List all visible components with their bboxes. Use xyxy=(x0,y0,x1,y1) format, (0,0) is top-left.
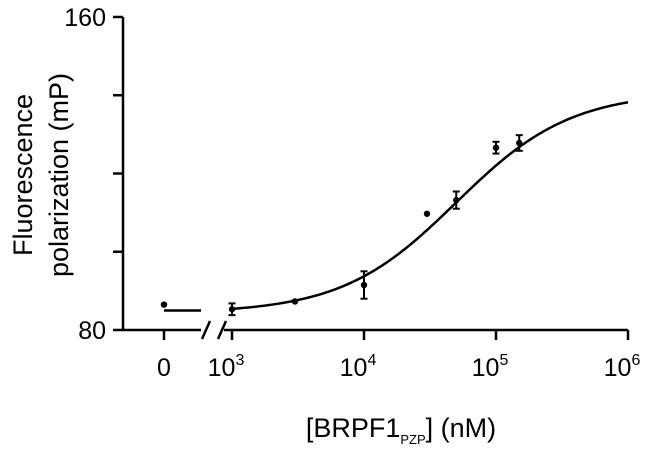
x-axis-title-prefix: [BRPF1 xyxy=(306,413,401,443)
y-axis-title-line-2: polarization (mP) xyxy=(44,73,74,277)
data-point xyxy=(360,281,368,289)
x-axis-title: [BRPF1PZP] (nM) xyxy=(306,413,496,447)
data-point xyxy=(516,139,523,147)
x-tick-label-base: 10 xyxy=(604,354,632,382)
data-marks xyxy=(160,101,629,317)
x-tick-label: 104 xyxy=(340,352,377,382)
x-tick-label-base: 10 xyxy=(340,354,368,382)
data-point xyxy=(492,144,500,151)
x-tick-label-base: 10 xyxy=(472,354,500,382)
axis-break-mark xyxy=(216,320,228,340)
x-axis-title-suffix: ] (nM) xyxy=(426,413,497,443)
x-tick-label: 106 xyxy=(604,352,641,382)
x-tick-label: 105 xyxy=(472,352,509,382)
y-tick-label: 160 xyxy=(64,4,106,32)
data-point xyxy=(423,210,431,217)
x-tick-label-exponent: 6 xyxy=(631,352,640,369)
x-tick-label: 103 xyxy=(208,352,245,382)
data-point-zero xyxy=(160,301,168,308)
data-point xyxy=(453,196,460,204)
fit-curve xyxy=(231,101,629,311)
x-tick-label-exponent: 4 xyxy=(367,352,376,369)
x-tick-label-base: 10 xyxy=(208,354,236,382)
x-tick-label-exponent: 5 xyxy=(499,352,508,369)
x-tick-label-zero: 0 xyxy=(157,354,171,382)
x-tick-label-exponent: 3 xyxy=(235,352,244,369)
data-point xyxy=(228,306,236,313)
data-point xyxy=(291,298,299,305)
x-axis-title-subscript: PZP xyxy=(400,432,425,447)
y-axis-title-line-1: Fluorescence xyxy=(8,94,38,256)
y-axis-title: Fluorescence polarization (mP) xyxy=(8,73,74,277)
y-tick-label: 80 xyxy=(78,317,106,345)
axis-break-mark xyxy=(200,320,212,340)
